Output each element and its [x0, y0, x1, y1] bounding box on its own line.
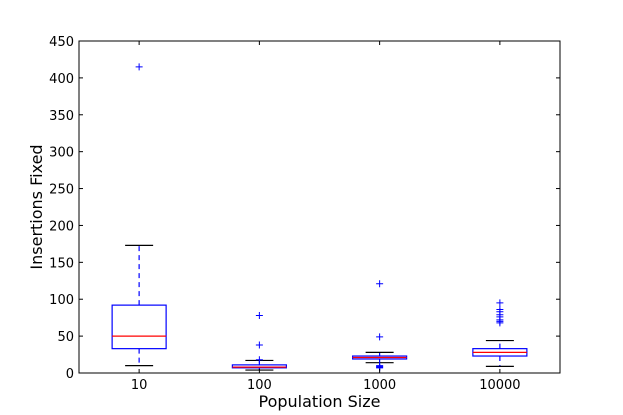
flier-point: [376, 280, 384, 288]
y-tick-label: 150: [49, 256, 74, 271]
y-tick-label: 100: [49, 293, 74, 308]
x-tick-label: 100: [247, 378, 272, 393]
box-group-10000: [472, 299, 528, 367]
box-group-10: [111, 63, 167, 367]
iqr-box: [231, 364, 287, 369]
x-axis-label: Population Size: [259, 392, 381, 411]
y-tick-label: 450: [49, 35, 74, 50]
iqr-box: [111, 304, 167, 350]
y-tick-label: 50: [57, 330, 74, 345]
flier-point: [496, 299, 504, 307]
x-tick-label: 10000: [479, 378, 520, 393]
y-axis-label: Insertions Fixed: [27, 144, 46, 269]
flier-point: [376, 333, 384, 341]
y-tick-label: 350: [49, 109, 74, 124]
y-tick-label: 400: [49, 72, 74, 87]
y-tick-label: 300: [49, 146, 74, 161]
flier-point: [255, 356, 263, 364]
y-tick-label: 0: [66, 367, 74, 382]
y-tick-label: 250: [49, 183, 74, 198]
plot-frame: [78, 40, 561, 374]
flier-point: [135, 63, 143, 71]
x-tick-label: 10: [131, 378, 148, 393]
y-tick-label: 200: [49, 219, 74, 234]
flier-point: [496, 319, 504, 327]
flier-point: [255, 311, 263, 319]
flier-point: [255, 341, 263, 349]
y-axis: 0 50 100 150 200 250 300 350 400 450: [49, 35, 560, 382]
x-tick-label: 1000: [363, 378, 396, 393]
box-group-1000: [352, 280, 408, 372]
box-group-100: [231, 311, 287, 371]
x-axis: 10 100 1000 10000: [131, 41, 521, 393]
